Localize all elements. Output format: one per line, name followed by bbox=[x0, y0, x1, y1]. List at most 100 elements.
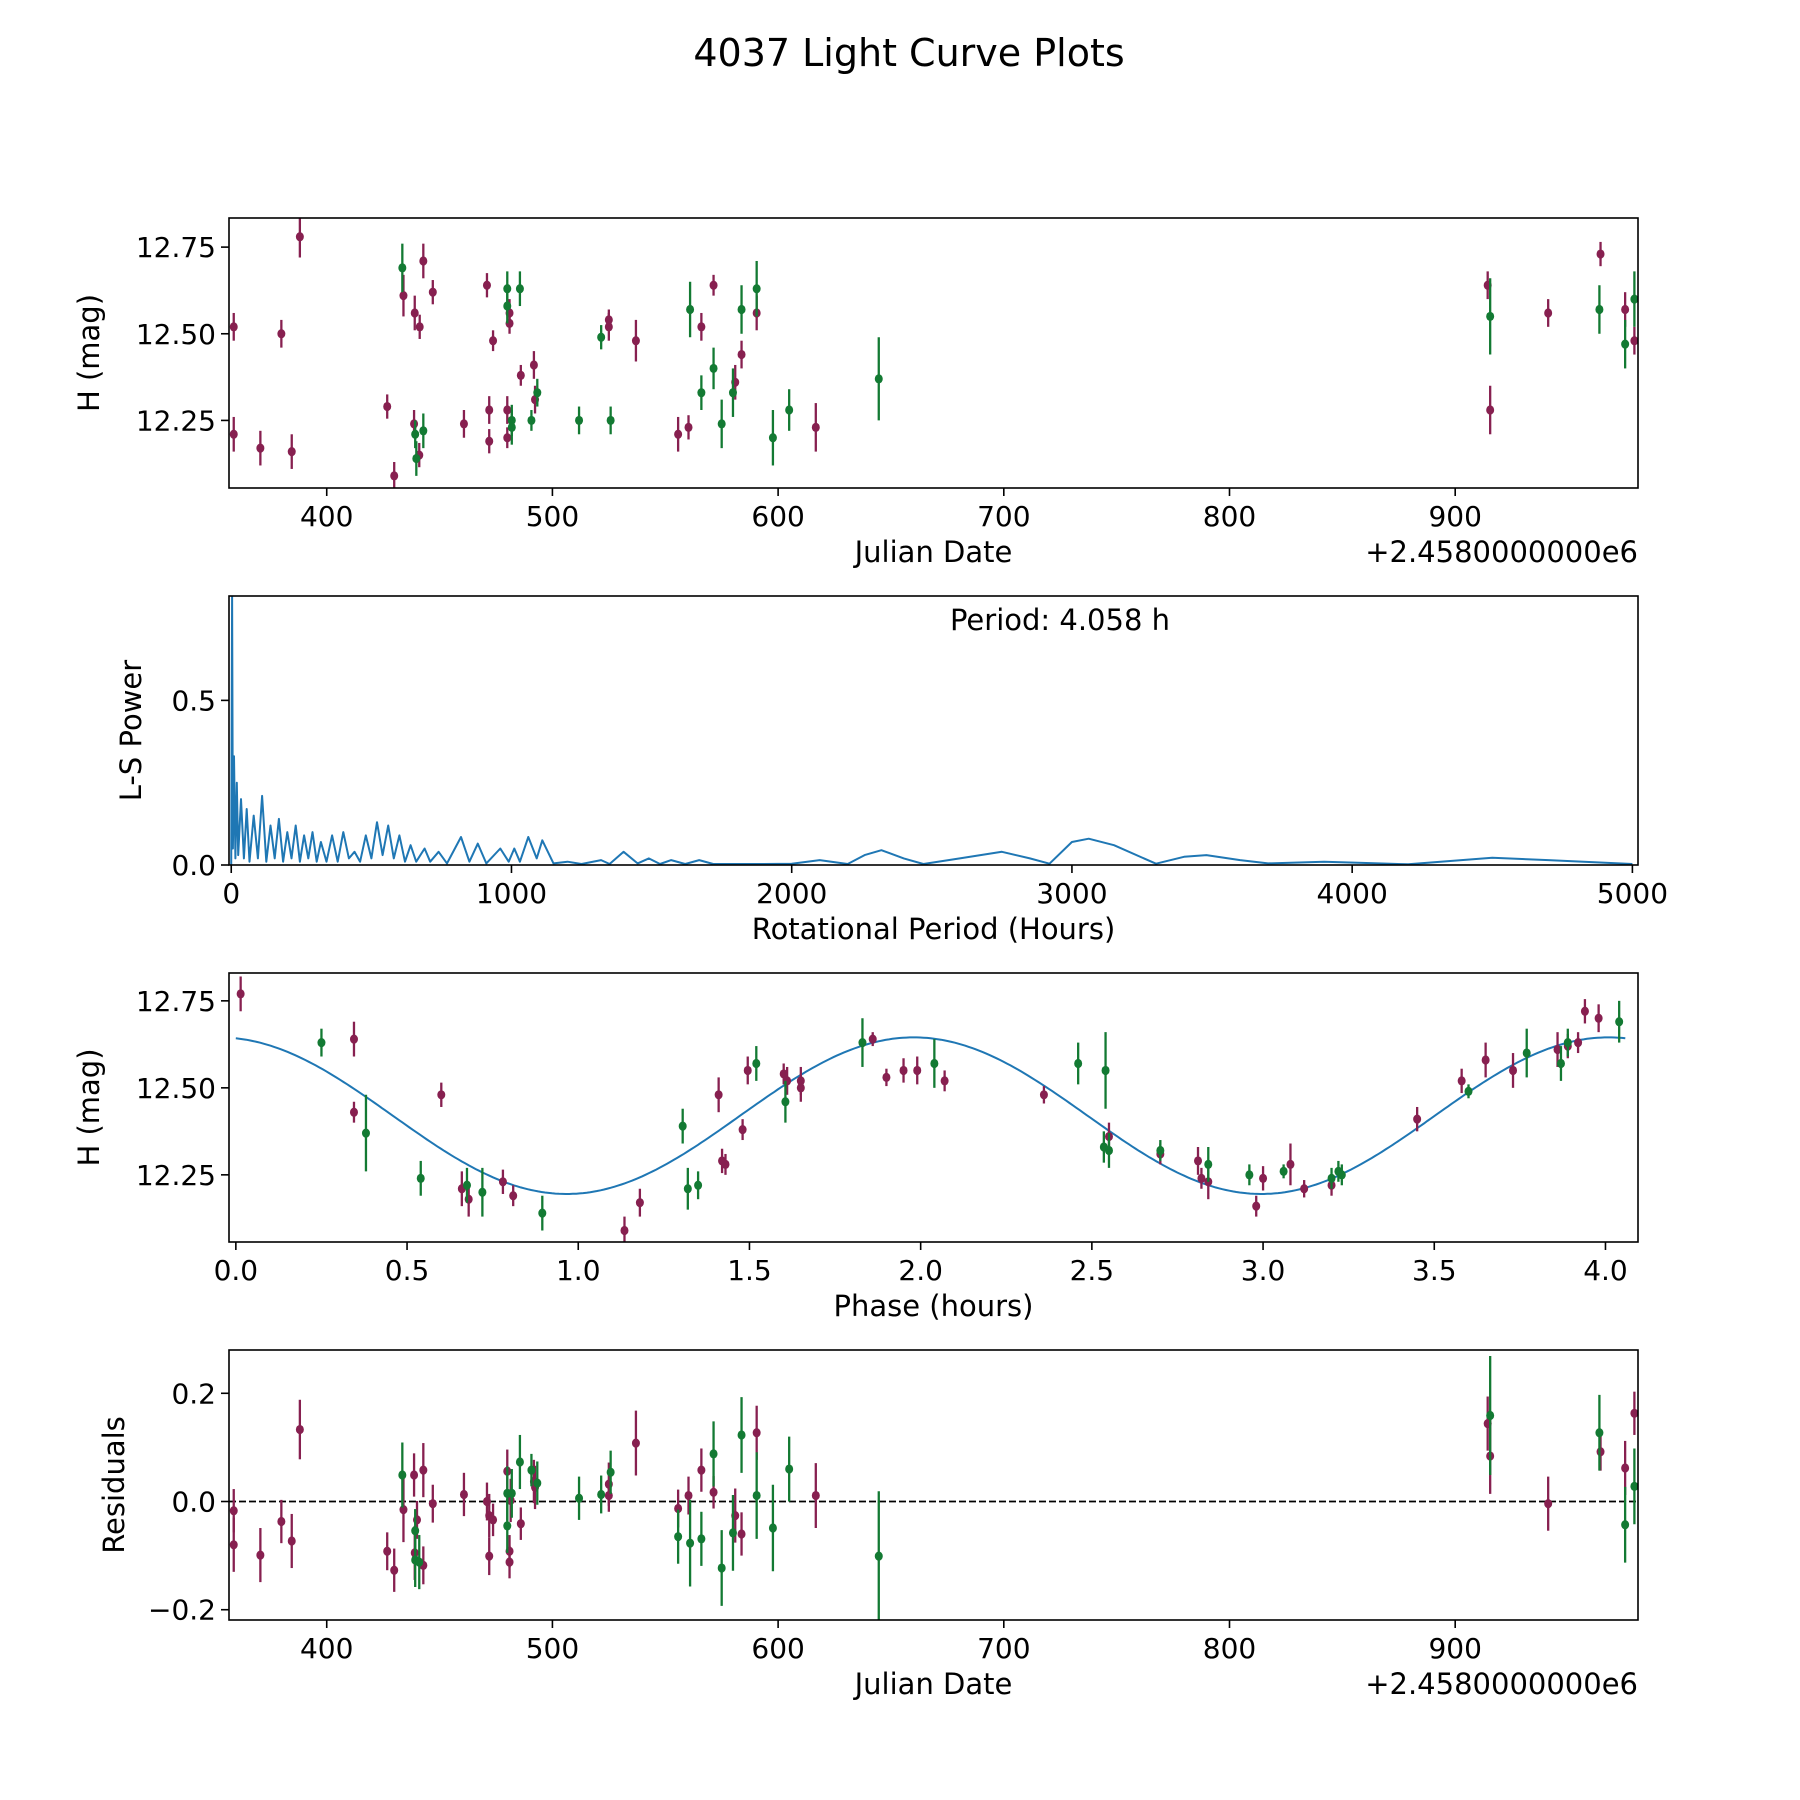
x-offset-text: +2.4580000000e6 bbox=[1365, 535, 1638, 569]
data-point-set_a bbox=[229, 416, 238, 452]
marker bbox=[515, 1457, 524, 1467]
x-tick-label: 1.0 bbox=[556, 1254, 601, 1287]
marker bbox=[437, 1090, 446, 1100]
data-point-set_a bbox=[485, 429, 494, 454]
data-point-set_b bbox=[1104, 1133, 1113, 1168]
marker bbox=[752, 1428, 761, 1438]
data-point-set_a bbox=[620, 1216, 629, 1242]
marker bbox=[913, 1065, 922, 1076]
marker bbox=[697, 388, 706, 398]
marker bbox=[604, 315, 613, 325]
data-point-set_a bbox=[459, 410, 468, 438]
data-point-set_b bbox=[678, 1108, 687, 1144]
data-point-set_b bbox=[527, 1453, 536, 1487]
data-point-set_a bbox=[287, 434, 296, 469]
data-point-set_b bbox=[768, 410, 777, 466]
axes-frame bbox=[228, 972, 1639, 1243]
data-point-set_a bbox=[415, 314, 424, 339]
marker bbox=[533, 1478, 542, 1488]
data-point-set_b bbox=[575, 406, 584, 435]
marker bbox=[686, 1538, 695, 1548]
data-point-set_b bbox=[874, 337, 883, 421]
data-point-set_a bbox=[437, 1082, 446, 1107]
marker bbox=[527, 415, 536, 426]
plot-area bbox=[229, 218, 1638, 488]
marker bbox=[412, 453, 421, 464]
marker bbox=[485, 405, 494, 415]
data-point-set_a bbox=[796, 1073, 805, 1102]
data-point-set_b bbox=[503, 1498, 512, 1553]
marker bbox=[390, 471, 399, 481]
marker bbox=[1615, 1017, 1624, 1027]
marker bbox=[1279, 1166, 1288, 1176]
marker bbox=[882, 1072, 891, 1082]
marker bbox=[1194, 1156, 1203, 1166]
marker bbox=[527, 1465, 536, 1475]
x-tick-label: 0.0 bbox=[214, 1254, 259, 1287]
data-point-set_b bbox=[317, 1028, 326, 1057]
marker bbox=[717, 419, 726, 429]
data-point-set_a bbox=[721, 1153, 730, 1175]
data-point-set_b bbox=[874, 1491, 883, 1620]
y-tick-label: 0.2 bbox=[171, 1377, 216, 1410]
marker bbox=[1630, 1408, 1638, 1418]
data-point-set_a bbox=[1630, 326, 1638, 355]
data-point-set_a bbox=[390, 1548, 399, 1592]
data-point-set_b bbox=[1327, 1167, 1336, 1189]
marker bbox=[1544, 1499, 1553, 1509]
x-axis-label: Phase (hours) bbox=[834, 1289, 1034, 1323]
data-point-set_b bbox=[538, 1195, 547, 1231]
y-tick-label: 0.0 bbox=[171, 849, 216, 882]
marker bbox=[538, 1208, 547, 1218]
marker bbox=[459, 419, 468, 429]
marker bbox=[507, 1488, 516, 1498]
marker bbox=[489, 1515, 498, 1525]
data-point-set_a bbox=[1197, 1167, 1206, 1189]
marker bbox=[674, 1503, 683, 1514]
data-point-set_b bbox=[597, 1475, 606, 1514]
x-tick-label: 2000 bbox=[756, 877, 827, 910]
marker bbox=[533, 388, 542, 398]
data-point-set_a bbox=[811, 1463, 820, 1529]
marker bbox=[1595, 304, 1604, 315]
data-point-set_a bbox=[277, 1499, 286, 1544]
data-point-set_a bbox=[383, 1532, 392, 1571]
marker bbox=[383, 1546, 392, 1556]
data-point-set_a bbox=[631, 319, 640, 362]
data-point-set_b bbox=[697, 1511, 706, 1566]
data-point-set_b bbox=[507, 410, 516, 445]
marker bbox=[1464, 1086, 1473, 1096]
data-point-set_a bbox=[428, 280, 437, 305]
marker bbox=[1563, 1037, 1572, 1048]
marker bbox=[1556, 1058, 1565, 1069]
marker bbox=[1104, 1145, 1113, 1156]
data-point-set_b bbox=[533, 378, 542, 407]
data-point-set_a bbox=[509, 1185, 518, 1207]
marker bbox=[709, 280, 718, 290]
marker bbox=[361, 1128, 370, 1138]
marker bbox=[631, 1438, 640, 1448]
marker bbox=[597, 332, 606, 342]
data-point-set_a bbox=[236, 976, 245, 1012]
marker bbox=[752, 284, 761, 294]
data-point-set_a bbox=[752, 1405, 761, 1460]
data-point-set_a bbox=[604, 309, 613, 331]
marker bbox=[398, 263, 407, 273]
data-point-set_b bbox=[1621, 319, 1630, 369]
marker bbox=[606, 415, 615, 426]
x-tick-label: 600 bbox=[751, 500, 804, 533]
marker bbox=[1327, 1173, 1336, 1183]
data-point-set_a bbox=[482, 273, 491, 298]
data-point-set_b bbox=[478, 1167, 487, 1217]
marker bbox=[684, 1490, 693, 1501]
data-point-set_a bbox=[1413, 1106, 1422, 1132]
data-point-set_b bbox=[419, 413, 428, 449]
y-axis-label: L-S Power bbox=[114, 660, 148, 801]
data-point-set_a bbox=[737, 1512, 746, 1556]
x-offset-text: +2.4580000000e6 bbox=[1365, 1667, 1638, 1701]
marker bbox=[1039, 1090, 1048, 1100]
data-point-set_b bbox=[533, 1461, 542, 1505]
marker bbox=[709, 363, 718, 374]
marker bbox=[874, 374, 883, 384]
data-point-set_a bbox=[390, 462, 399, 488]
